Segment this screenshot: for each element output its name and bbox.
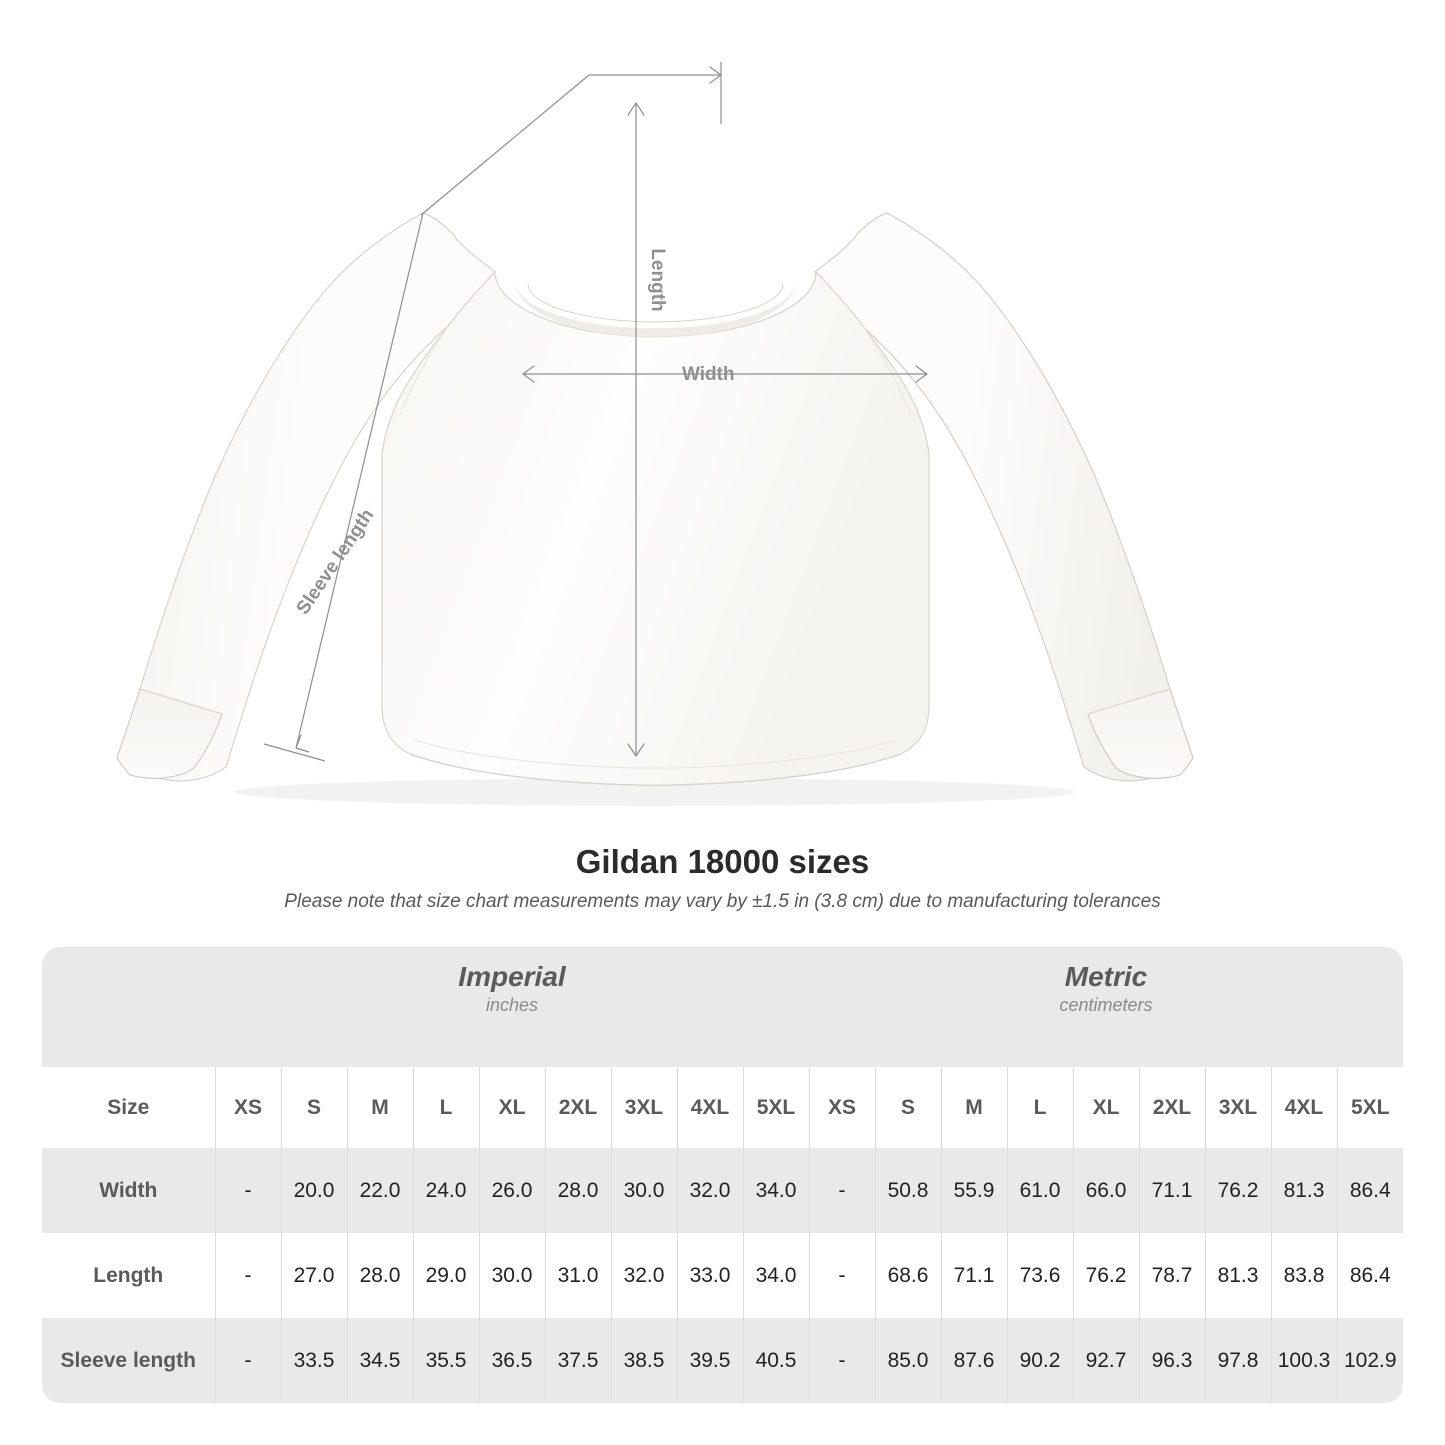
- svg-text:Width: Width: [682, 364, 735, 385]
- svg-text:Length: Length: [647, 248, 668, 311]
- svg-text:Sleeve length: Sleeve length: [292, 505, 378, 618]
